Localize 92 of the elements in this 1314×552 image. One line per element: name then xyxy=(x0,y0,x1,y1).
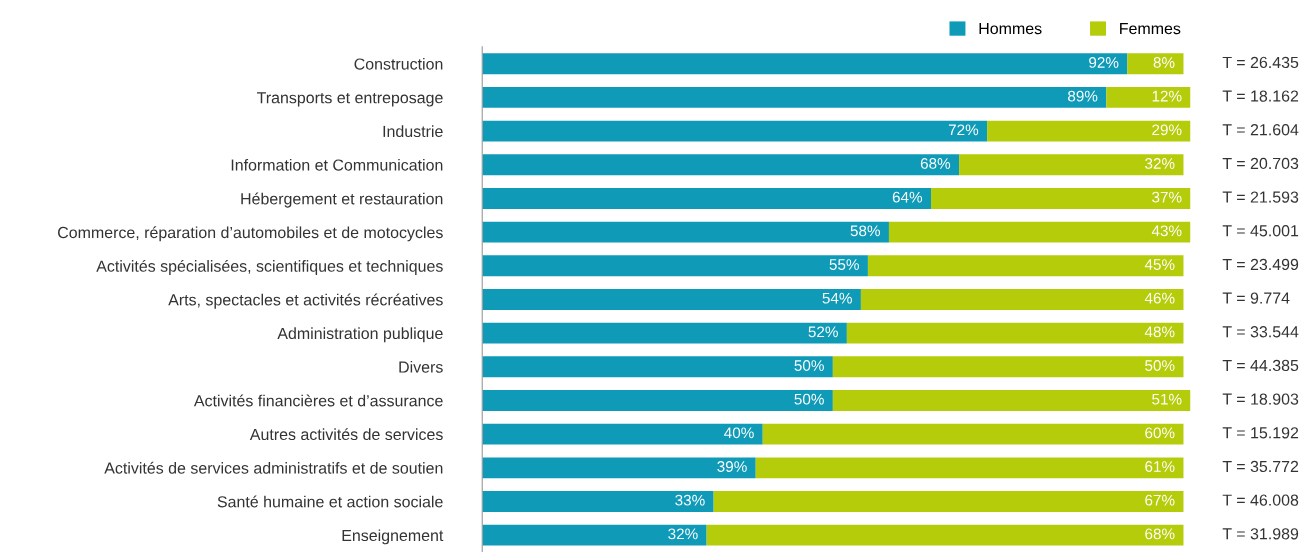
bar xyxy=(867,255,1184,277)
bar xyxy=(860,289,1184,310)
data-label: 39% xyxy=(717,461,747,472)
text: T = 9.774 xyxy=(1222,292,1290,304)
bar xyxy=(762,423,1184,445)
data-label: 46% xyxy=(1144,292,1175,304)
data-label: 51% xyxy=(1152,393,1182,405)
bar xyxy=(832,356,1184,378)
data-label: 67% xyxy=(1145,494,1175,506)
bar xyxy=(482,491,714,512)
data-label: 32% xyxy=(668,528,698,540)
data-label: 12% xyxy=(1152,90,1182,102)
bar xyxy=(846,322,1184,344)
y-tick-label: Industrie xyxy=(383,125,443,138)
bar xyxy=(987,120,1191,142)
data-label: 43% xyxy=(1151,225,1182,237)
bar xyxy=(482,53,1128,75)
bar xyxy=(755,457,1184,479)
bar xyxy=(1106,86,1191,108)
bar xyxy=(482,390,833,411)
bar xyxy=(482,457,756,479)
text: T = 26.435 xyxy=(1222,56,1299,69)
text: T = 35.772 xyxy=(1222,460,1299,473)
text: T = 46.008 xyxy=(1222,494,1299,506)
data-label: 33% xyxy=(675,494,705,506)
y-tick-label: Hébergement et restauration xyxy=(241,192,443,208)
data-label: 50% xyxy=(794,360,824,371)
legend-label: Hommes xyxy=(979,23,1042,35)
data-label: 50% xyxy=(1145,360,1175,371)
data-label: 89% xyxy=(1068,90,1098,102)
legend-label: Femmes xyxy=(1120,23,1181,35)
data-label: 50% xyxy=(794,393,824,405)
data-label: 72% xyxy=(948,124,979,136)
bar xyxy=(482,221,889,243)
text: T = 33.544 xyxy=(1222,326,1299,338)
data-label: 68% xyxy=(1145,528,1175,540)
data-label: 45% xyxy=(1144,259,1175,270)
data-label: 48% xyxy=(1144,326,1175,338)
y-tick-label: Autres activités de services xyxy=(249,428,443,441)
bar xyxy=(482,86,1107,108)
y-tick-label: Arts, spectacles et activités récréatives xyxy=(168,293,443,309)
text: T = 15.192 xyxy=(1222,427,1299,439)
text: T = 21.593 xyxy=(1222,191,1299,203)
data-label: 54% xyxy=(822,292,852,304)
bar xyxy=(713,491,1184,512)
bar xyxy=(888,221,1191,243)
data-label: 8% xyxy=(1153,57,1175,68)
y-tick-label: Activités spécialisées, scientifiques et techniques xyxy=(96,259,443,275)
y-tick-label: Commerce, réparation d’automobiles et de motocycles xyxy=(58,226,443,242)
data-label: 68% xyxy=(920,158,951,169)
bar xyxy=(959,154,1184,176)
y-tick-label: Administration publique xyxy=(277,327,443,343)
bar xyxy=(482,120,988,142)
data-label: 40% xyxy=(724,427,754,439)
data-label: 60% xyxy=(1145,427,1175,439)
bar xyxy=(482,322,847,344)
data-label: 55% xyxy=(829,259,859,270)
bar xyxy=(1127,53,1184,75)
y-tick-label: Divers xyxy=(399,361,443,373)
y-tick-label: Construction xyxy=(354,57,443,70)
text: T = 18.162 xyxy=(1222,90,1299,102)
data-label: 32% xyxy=(1145,158,1175,169)
text: T = 31.989 xyxy=(1222,528,1299,540)
text: T = 20.703 xyxy=(1222,157,1299,170)
data-label: 29% xyxy=(1152,124,1182,136)
bar xyxy=(832,390,1191,411)
data-label: 37% xyxy=(1152,191,1182,203)
y-tick-label: Enseignement xyxy=(342,529,444,545)
bar xyxy=(482,356,833,378)
y-tick-label: Activités financières et d’assurance xyxy=(193,394,443,407)
bar xyxy=(482,524,707,546)
bar xyxy=(706,524,1184,546)
y-tick-label: Transports et entreposage xyxy=(256,92,443,107)
bar xyxy=(482,423,763,445)
text: T = 18.903 xyxy=(1222,393,1299,405)
bar xyxy=(482,255,868,277)
y-tick-label: Santé humaine et action sociale xyxy=(217,495,443,508)
data-label: 92% xyxy=(1089,57,1119,68)
data-label: 61% xyxy=(1145,461,1175,472)
bar xyxy=(482,188,932,209)
y-tick-label: Activités de services administratifs et de soutien xyxy=(104,461,443,474)
bar xyxy=(482,154,960,176)
text: T = 21.604 xyxy=(1222,124,1299,136)
text: T = 23.499 xyxy=(1222,258,1299,271)
text: T = 45.001 xyxy=(1222,225,1299,237)
bar xyxy=(931,188,1191,209)
text: T = 44.385 xyxy=(1222,359,1299,372)
data-label: 64% xyxy=(892,191,923,203)
data-label: 52% xyxy=(808,326,838,338)
bar xyxy=(482,289,861,310)
y-tick-label: Information et Communication xyxy=(231,158,443,171)
data-label: 58% xyxy=(850,225,880,237)
